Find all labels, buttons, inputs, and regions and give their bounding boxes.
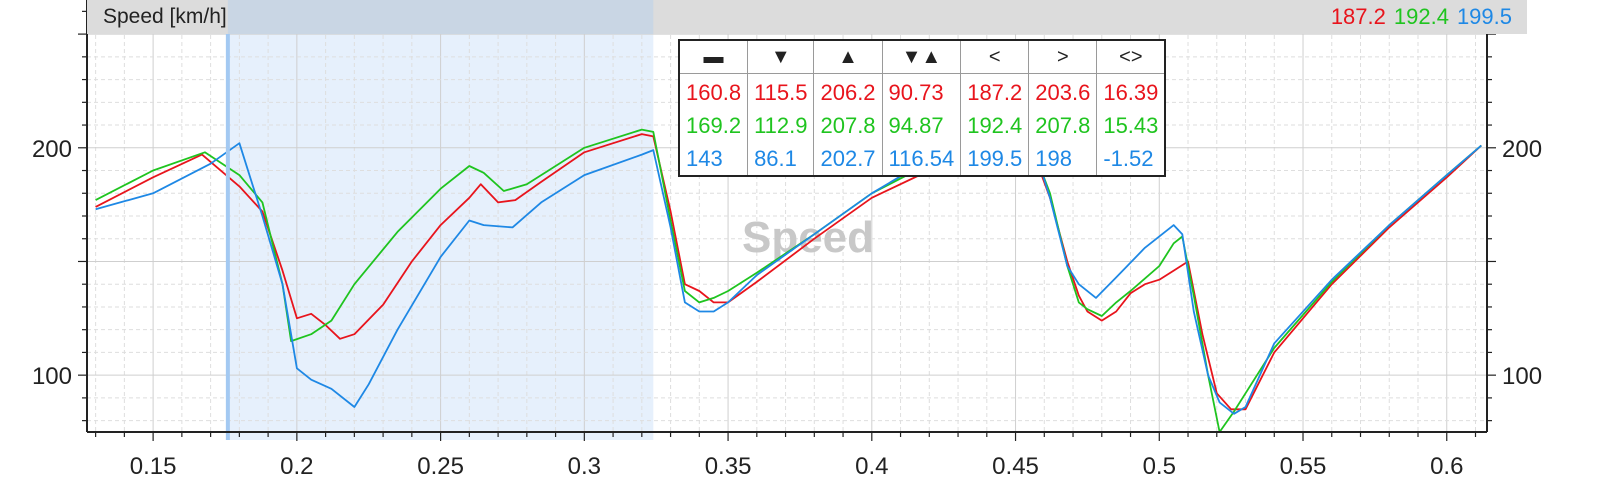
y-tick-label-left: 100 [32, 363, 72, 390]
stats-cell: 15.43 [1096, 109, 1166, 142]
col-max-icon: ▲ [813, 39, 883, 74]
x-tick-label: 0.6 [1430, 453, 1463, 480]
stats-row: 143 86.1 202.7 116.54 199.5 198 -1.52 [678, 142, 1166, 176]
stats-cell: 169.2 [678, 109, 749, 142]
x-tick-label: 0.2 [280, 453, 313, 480]
x-tick-label: 0.15 [130, 453, 177, 480]
cursor-value-3: 199.5 [1457, 4, 1512, 29]
stats-cell: 187.2 [960, 73, 1030, 109]
col-delta: <> [1096, 39, 1166, 74]
stats-cell: 207.8 [813, 109, 883, 142]
stats-cell: 202.7 [813, 142, 883, 176]
series-line-3 [95, 133, 1482, 415]
stats-cell: 203.6 [1028, 73, 1098, 109]
x-tick-label: 0.25 [417, 453, 464, 480]
stats-cell: 16.39 [1096, 73, 1166, 109]
stats-row: 160.8 115.5 206.2 90.73 187.2 203.6 16.39 [678, 73, 1166, 109]
x-tick-label: 0.35 [705, 453, 752, 480]
stats-cell: 90.73 [881, 73, 962, 109]
y-tick-label-right: 100 [1502, 363, 1542, 390]
x-tick-label: 0.5 [1143, 453, 1176, 480]
stats-cell: 143 [678, 142, 749, 176]
stats-cell: 112.9 [747, 109, 815, 142]
axes: 0.15 0.2 0.25 0.3 0.35 0.4 0.45 0.5 0.55 0.6 100 10… [32, 0, 1542, 480]
series-layer [95, 128, 1482, 433]
stats-cell: 207.8 [1028, 109, 1098, 142]
stats-row: 169.2 112.9 207.8 94.87 192.4 207.8 15.43 [678, 109, 1166, 142]
stats-cell: -1.52 [1096, 142, 1166, 176]
stats-cell: 116.54 [881, 142, 962, 176]
cursor-values: 187.2 192.4 199.5 [1331, 4, 1512, 29]
header-bar: Speed [km/h] 187.2 192.4 199.5 [87, 0, 1527, 34]
stats-cell: 160.8 [678, 73, 749, 109]
x-tick-label: 0.4 [855, 453, 888, 480]
stats-cell: 206.2 [813, 73, 883, 109]
stats-table: ▬ ▼ ▲ ▼▲ < > <> 160.8 115.5 206.2 90.73 187.… [678, 39, 1167, 177]
stats-cell: 94.87 [881, 109, 962, 142]
col-start: < [960, 39, 1030, 74]
stats-cell: 115.5 [747, 73, 815, 109]
x-tick-label: 0.45 [992, 453, 1039, 480]
stats-cell: 198 [1028, 142, 1098, 176]
stats-cell: 86.1 [747, 142, 815, 176]
stats-cell: 192.4 [960, 109, 1030, 142]
col-range-icon: ▼▲ [881, 39, 962, 74]
y-tick-label-left: 200 [32, 136, 72, 163]
y-tick-label-right: 200 [1502, 136, 1542, 163]
cursor-value-2: 192.4 [1394, 4, 1449, 29]
stats-header-row: ▬ ▼ ▲ ▼▲ < > <> [678, 39, 1166, 74]
cursor-value-1: 187.2 [1331, 4, 1386, 29]
col-min-icon: ▼ [747, 39, 815, 74]
header-selection [227, 0, 654, 34]
x-tick-label: 0.55 [1280, 453, 1327, 480]
col-end: > [1028, 39, 1098, 74]
stats-cell: 199.5 [960, 142, 1030, 176]
chart-title: Speed [km/h] [103, 5, 227, 28]
col-mean-icon: ▬ [678, 39, 749, 74]
x-tick-label: 0.3 [568, 453, 601, 480]
series-line-2 [95, 128, 1482, 433]
